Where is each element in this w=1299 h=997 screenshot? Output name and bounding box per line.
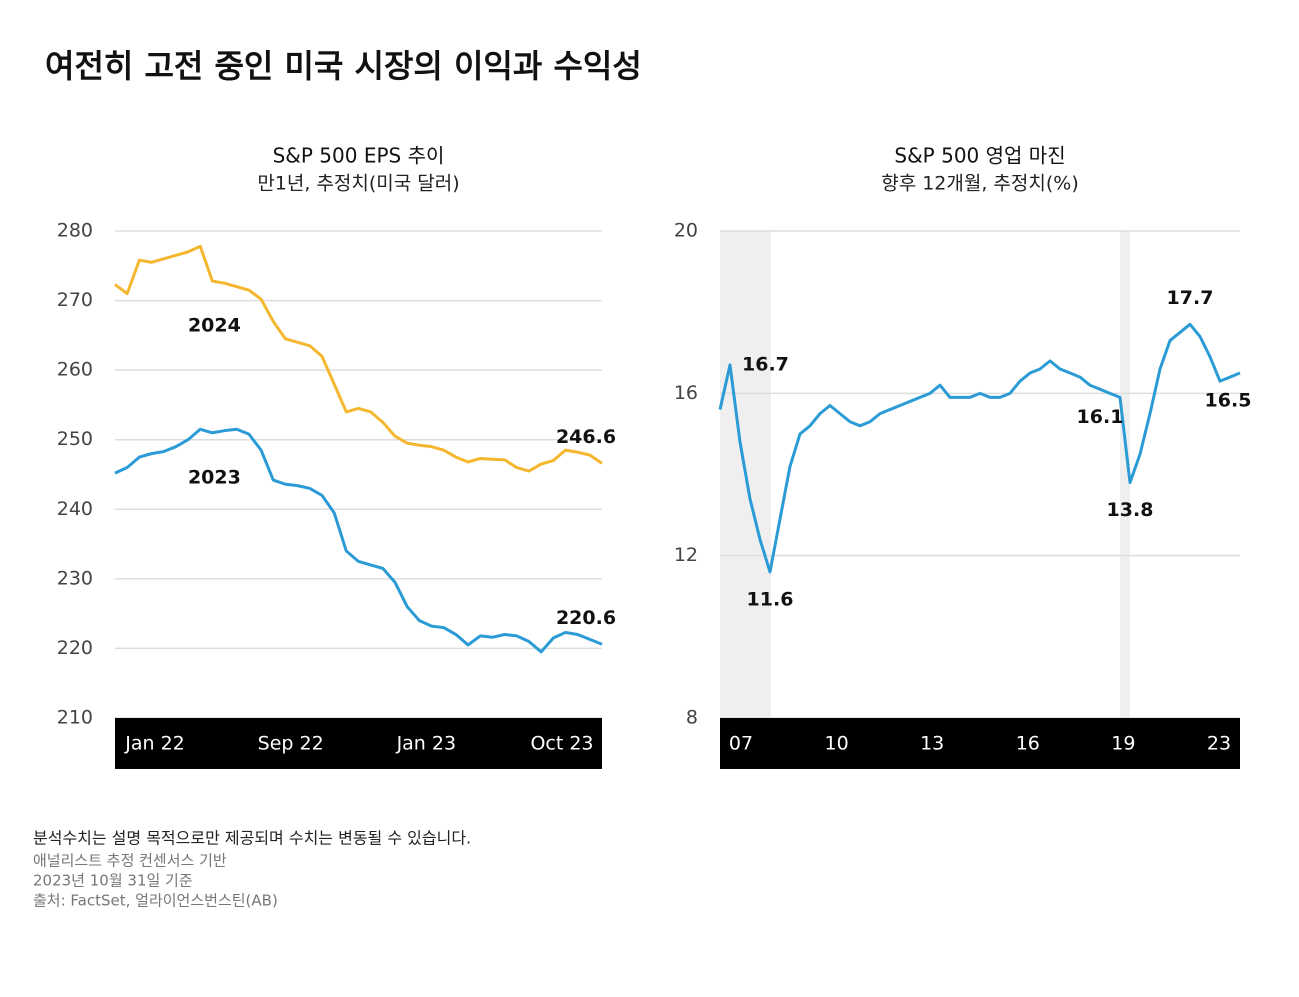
y-tick-label: 270	[57, 289, 93, 311]
x-tick-label: Sep 22	[258, 733, 324, 755]
y-tick-label: 260	[57, 359, 93, 381]
y-tick-label: 12	[674, 544, 698, 566]
y-tick-label: 210	[57, 707, 93, 729]
y-tick-label: 8	[686, 707, 698, 729]
x-axis-band	[720, 718, 1240, 769]
y-tick-label: 20	[674, 220, 698, 242]
data-label: 16.1	[1077, 406, 1124, 428]
data-label: 220.6	[556, 607, 616, 629]
x-tick-label: 07	[729, 733, 753, 755]
data-label: 11.6	[747, 588, 794, 610]
series-label: 2024	[188, 315, 241, 337]
data-label: 246.6	[556, 426, 616, 448]
y-tick-label: 220	[57, 637, 93, 659]
x-tick-label: 13	[920, 733, 944, 755]
x-tick-label: Oct 23	[530, 733, 593, 755]
note: 애널리스트 추정 컨센서스 기반	[33, 852, 227, 870]
y-tick-label: 16	[674, 382, 698, 404]
note: 2023년 10월 31일 기준	[33, 872, 193, 890]
x-tick-label: 23	[1207, 733, 1231, 755]
y-tick-label: 230	[57, 567, 93, 589]
series-line	[114, 427, 603, 654]
note: 분석수치는 설명 목적으로만 제공되며 수치는 변동될 수 있습니다.	[33, 829, 471, 848]
data-label: 17.7	[1167, 287, 1214, 309]
chart-subtitle: 향후 12개월, 추정치(%)	[881, 173, 1079, 195]
chart-title: S&P 500 영업 마진	[894, 144, 1065, 168]
x-tick-label: 19	[1111, 733, 1135, 755]
series-line	[718, 322, 1241, 574]
series-label: 2023	[188, 466, 241, 488]
data-label: 13.8	[1107, 499, 1154, 521]
chart-subtitle: 만1년, 추정치(미국 달러)	[257, 173, 459, 195]
series-line	[114, 244, 603, 473]
y-tick-label: 240	[57, 498, 93, 520]
data-label: 16.5	[1205, 390, 1252, 412]
x-tick-label: 10	[825, 733, 849, 755]
x-tick-label: Jan 22	[124, 733, 185, 755]
note: 출처: FactSet, 얼라이언스번스틴(AB)	[33, 892, 278, 910]
x-tick-label: Jan 23	[396, 733, 457, 755]
page-title: 여전히 고전 중인 미국 시장의 이익과 수익성	[45, 47, 642, 85]
recession-shade	[1120, 231, 1130, 718]
data-label: 16.7	[742, 353, 789, 375]
x-tick-label: 16	[1016, 733, 1040, 755]
y-tick-label: 280	[57, 220, 93, 242]
chart-title: S&P 500 EPS 추이	[273, 144, 445, 168]
y-tick-label: 250	[57, 428, 93, 450]
x-axis-band	[115, 718, 602, 769]
